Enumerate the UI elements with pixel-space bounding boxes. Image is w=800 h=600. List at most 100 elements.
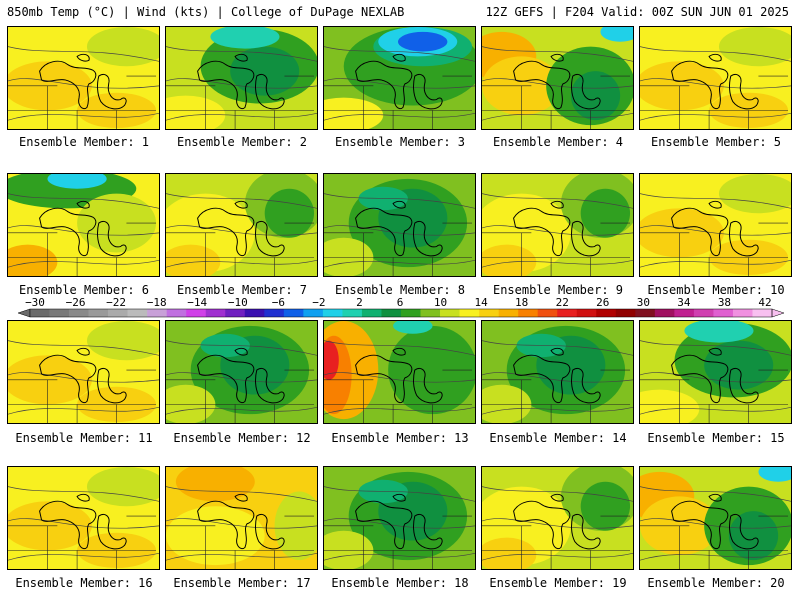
ensemble-member-label: Ensemble Member: 19 <box>489 576 627 590</box>
isoline <box>640 112 791 121</box>
temperature-region <box>86 467 159 507</box>
ensemble-map-panel <box>481 26 634 130</box>
temperature-map <box>166 174 317 276</box>
temperature-map <box>166 321 317 423</box>
colorbar-swatch <box>283 309 304 317</box>
isoline <box>8 112 159 121</box>
temperature-region <box>274 491 317 561</box>
ensemble-member-label: Ensemble Member: 12 <box>173 431 311 445</box>
isoline <box>324 340 475 356</box>
temperature-region <box>86 27 159 67</box>
temperature-region <box>264 188 315 238</box>
great-lakes-coastline <box>355 53 443 110</box>
isoline <box>8 340 159 356</box>
isoline <box>482 259 633 268</box>
isoline <box>324 552 475 561</box>
temperature-colorbar: −30 −26 −22 −18 −14 −10 −6 −2 2 6 10 14 18 22 26 30 34 38… <box>17 296 785 318</box>
colorbar-swatch <box>244 309 265 317</box>
temperature-map <box>482 27 633 129</box>
colorbar-tick-label: 42 <box>758 296 771 309</box>
isoline <box>8 486 159 502</box>
ensemble-map-panel <box>481 173 634 277</box>
colorbar-swatch <box>557 309 578 317</box>
isoline <box>640 486 791 502</box>
great-lakes-coastline <box>671 347 759 404</box>
isoline <box>8 225 159 236</box>
isoline <box>166 486 317 502</box>
great-lakes-coastline <box>197 53 285 110</box>
ensemble-map-panel <box>323 26 476 130</box>
colorbar-swatch <box>420 309 441 317</box>
great-lakes-coastline <box>513 53 601 110</box>
temperature-region <box>324 97 384 129</box>
colorbar-swatch <box>693 309 714 317</box>
colorbar-swatch <box>381 309 402 317</box>
state-borders <box>640 515 789 569</box>
colorbar-tick-label: 26 <box>596 296 609 309</box>
isoline <box>166 372 317 383</box>
state-borders <box>166 515 315 569</box>
colorbar-tick-label: 34 <box>677 296 691 309</box>
temperature-region <box>175 467 255 502</box>
great-lakes-coastline <box>355 347 443 404</box>
colorbar-swatch <box>225 309 246 317</box>
ensemble-map-panel <box>481 466 634 570</box>
ensemble-member-label: Ensemble Member: 18 <box>331 576 469 590</box>
colorbar-swatch <box>69 309 89 317</box>
isoline <box>482 340 633 356</box>
isoline <box>166 225 317 236</box>
isoline <box>482 78 633 89</box>
temperature-region <box>166 384 216 423</box>
colorbar-tick-label: 22 <box>556 296 569 309</box>
state-borders <box>166 369 315 423</box>
temperature-region <box>718 174 791 214</box>
state-borders <box>482 515 631 569</box>
colorbar-swatch <box>615 309 636 317</box>
ensemble-member-label: Ensemble Member: 5 <box>650 135 782 149</box>
isoline <box>324 486 475 502</box>
state-borders <box>166 75 315 129</box>
temperature-region <box>210 27 280 49</box>
state-borders <box>324 75 473 129</box>
great-lakes-coastline <box>671 53 759 110</box>
isoline <box>324 193 475 209</box>
isoline <box>482 193 633 209</box>
state-borders <box>640 369 789 423</box>
temperature-region <box>324 340 339 380</box>
isoline <box>324 46 475 62</box>
colorbar-tick-label: 6 <box>397 296 404 309</box>
colorbar-tick-label: 2 <box>356 296 363 309</box>
temperature-region <box>86 321 159 361</box>
state-borders <box>482 369 631 423</box>
state-borders <box>8 75 157 129</box>
ensemble-member-label: Ensemble Member: 7 <box>176 283 308 297</box>
temperature-map <box>324 321 475 423</box>
state-borders <box>482 75 631 129</box>
ensemble-map-panel <box>323 466 476 570</box>
isoline <box>8 518 159 529</box>
colorbar-tick-label: 30 <box>637 296 650 309</box>
temperature-region <box>640 389 700 423</box>
header-title: 850mb Temp (°C) | Wind (kts) | College o… <box>7 5 405 19</box>
isoline <box>166 193 317 209</box>
ensemble-member-label: Ensemble Member: 11 <box>15 431 153 445</box>
colorbar-tick-label: 18 <box>515 296 528 309</box>
isoline <box>8 259 159 268</box>
temperature-map <box>166 467 317 569</box>
colorbar-swatch <box>752 309 773 317</box>
ensemble-map-panel <box>639 173 792 277</box>
colorbar-tick-label: −14 <box>187 296 207 309</box>
colorbar-tick-label: −30 <box>25 296 45 309</box>
colorbar-outline <box>29 308 773 318</box>
colorbar-swatch <box>576 309 597 317</box>
ensemble-map-panel <box>323 173 476 277</box>
temperature-region <box>47 174 107 189</box>
temperature-region <box>482 537 537 569</box>
isoline <box>640 340 791 356</box>
isoline <box>8 406 159 415</box>
isoline <box>482 406 633 415</box>
temperature-map <box>640 467 791 569</box>
temperature-region <box>77 193 157 253</box>
isoline <box>482 486 633 502</box>
colorbar-tick-label: 14 <box>474 296 488 309</box>
